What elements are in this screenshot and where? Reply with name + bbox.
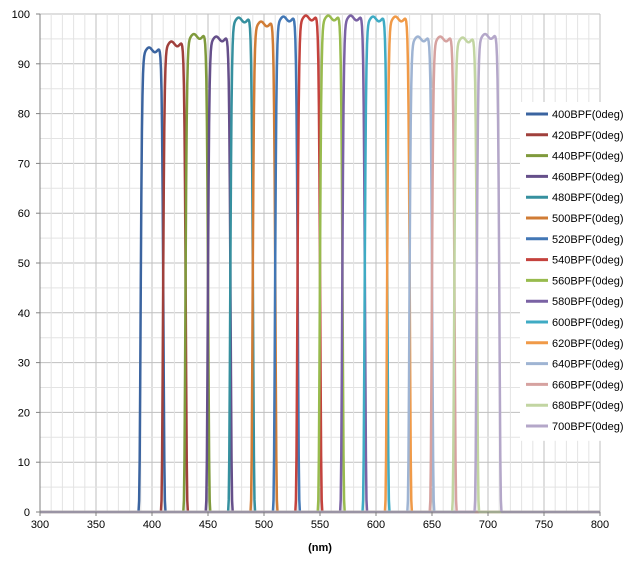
x-tick-label: 350 [87, 519, 105, 531]
axes: 300 350 400 450 500 550 600 650 700 750 800 0 10 20 30… [12, 9, 610, 531]
legend-label: 540BPF(0deg) [552, 255, 624, 267]
y-tick-label: 70 [18, 158, 30, 170]
legend-label: 400BPF(0deg) [552, 109, 624, 121]
x-tick-label: 550 [311, 519, 329, 531]
x-tick-label: 650 [423, 519, 441, 531]
y-tick-label: 80 [18, 109, 30, 121]
y-tick-label: 10 [18, 457, 30, 469]
legend-label: 480BPF(0deg) [552, 192, 624, 204]
legend-label: 640BPF(0deg) [552, 359, 624, 371]
y-tick-label: 100 [12, 9, 30, 21]
x-axis-title: (nm) [308, 542, 332, 554]
y-tick-label: 30 [18, 358, 30, 370]
legend-label: 520BPF(0deg) [552, 234, 624, 246]
x-tick-label: 700 [479, 519, 497, 531]
legend-label: 600BPF(0deg) [552, 317, 624, 329]
legend: 400BPF(0deg) 420BPF(0deg) 440BPF(0deg) 460B… [520, 102, 624, 441]
legend-label: 460BPF(0deg) [552, 171, 624, 183]
y-tick-label: 60 [18, 208, 30, 220]
x-tick-label: 500 [255, 519, 273, 531]
x-tick-label: 800 [591, 519, 609, 531]
x-tick-label: 600 [367, 519, 385, 531]
legend-label: 680BPF(0deg) [552, 400, 624, 412]
legend-label: 660BPF(0deg) [552, 379, 624, 391]
legend-label: 580BPF(0deg) [552, 296, 624, 308]
legend-label: 500BPF(0deg) [552, 213, 624, 225]
x-tick-label: 400 [143, 519, 161, 531]
y-tick-label: 0 [24, 507, 30, 519]
y-tick-label: 90 [18, 59, 30, 71]
x-tick-label: 750 [535, 519, 553, 531]
legend-label: 440BPF(0deg) [552, 151, 624, 163]
y-tick-label: 40 [18, 308, 30, 320]
legend-label: 620BPF(0deg) [552, 338, 624, 350]
y-tick-label: 50 [18, 258, 30, 270]
legend-label: 420BPF(0deg) [552, 130, 624, 142]
legend-label: 560BPF(0deg) [552, 275, 624, 287]
y-tick-label: 20 [18, 407, 30, 419]
x-tick-label: 450 [199, 519, 217, 531]
legend-label: 700BPF(0deg) [552, 421, 624, 433]
x-tick-label: 300 [31, 519, 49, 531]
